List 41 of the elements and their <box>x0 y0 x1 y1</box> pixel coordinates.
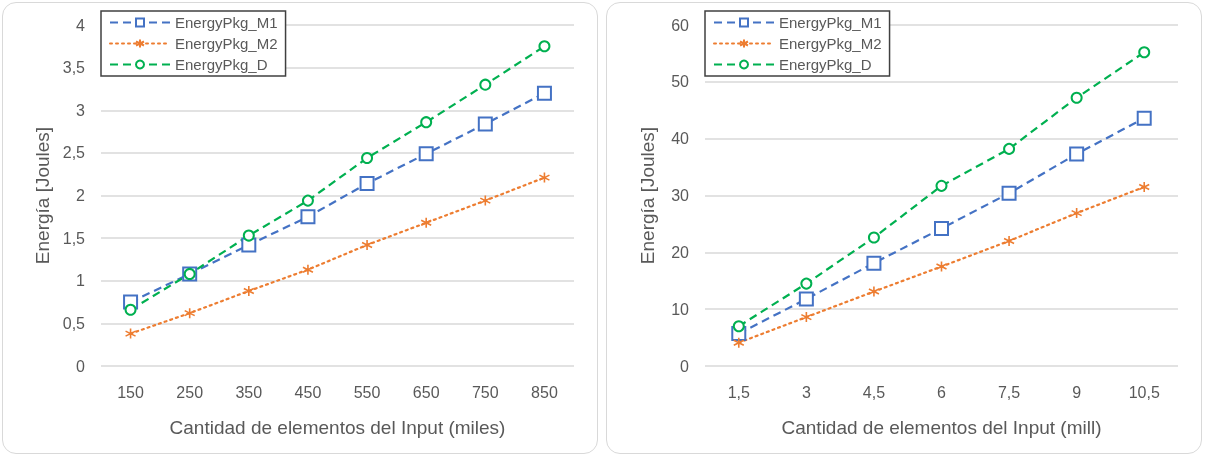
y-tick-label: 3 <box>76 101 86 119</box>
y-axis-title: Energía [Joules] <box>31 126 53 265</box>
x-axis-title: Cantidad de elementos del Input (miles) <box>169 417 506 438</box>
y-tick-label: 50 <box>671 73 690 91</box>
y-tick-label: 2,5 <box>62 144 86 162</box>
x-tick-label: 9 <box>1072 383 1082 401</box>
legend-label: EnergyPkg_M2 <box>175 35 278 52</box>
y-tick-label: 30 <box>671 187 690 204</box>
x-tick-label: 7,5 <box>997 383 1021 401</box>
x-tick-label: 3 <box>801 383 811 401</box>
x-tick-label: 450 <box>294 383 322 401</box>
y-tick-label: 60 <box>671 16 690 34</box>
y-tick-label: 1 <box>76 272 86 290</box>
x-tick-label: 850 <box>531 383 558 401</box>
y-tick-label: 0 <box>680 357 690 375</box>
legend-label: EnergyPkg_D <box>779 56 872 73</box>
y-tick-label: 20 <box>671 243 690 261</box>
x-tick-label: 550 <box>353 383 381 401</box>
legend-label: EnergyPkg_D <box>175 56 268 73</box>
y-tick-label: 3,5 <box>62 59 86 77</box>
y-tick-label: 0,5 <box>62 314 86 332</box>
x-tick-label: 1,5 <box>727 383 750 401</box>
x-axis-title: Cantidad de elementos del Input (mill) <box>781 417 1102 438</box>
x-tick-label: 250 <box>176 383 204 401</box>
x-tick-label: 150 <box>117 383 145 401</box>
y-tick-label: 1,5 <box>62 229 86 247</box>
legend-label: EnergyPkg_M1 <box>779 14 882 31</box>
x-tick-label: 10,5 <box>1128 383 1160 401</box>
x-tick-label: 750 <box>471 383 499 401</box>
y-axis-title: Energía [Joules] <box>637 126 658 265</box>
y-tick-label: 40 <box>671 130 690 148</box>
x-tick-label: 350 <box>235 383 263 401</box>
legend-label: EnergyPkg_M1 <box>175 14 278 31</box>
legend-label: EnergyPkg_M2 <box>779 35 882 52</box>
x-tick-label: 6 <box>937 383 947 401</box>
y-tick-label: 0 <box>76 357 86 375</box>
x-tick-label: 4,5 <box>862 383 886 401</box>
y-tick-label: 4 <box>76 16 86 34</box>
y-tick-label: 10 <box>671 300 690 318</box>
y-tick-label: 2 <box>76 187 86 204</box>
x-tick-label: 650 <box>412 383 440 401</box>
